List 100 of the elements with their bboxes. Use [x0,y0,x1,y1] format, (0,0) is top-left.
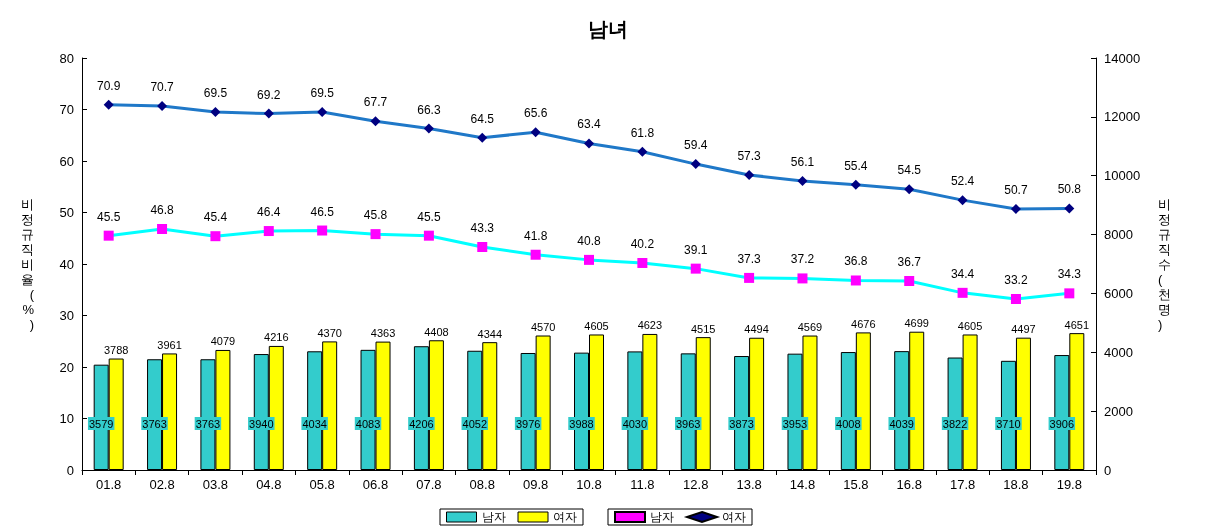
legend-label: 남자 [650,510,674,524]
data-label: 3873 [729,417,754,430]
x-tick-label: 05.8 [309,477,335,492]
legend-label: 남자 [481,510,506,524]
point [423,123,434,134]
data-label: 4408 [424,325,449,338]
text: 비정규직비율(%) [21,196,34,332]
data-label: 33.2 [1004,273,1028,288]
point [904,184,915,195]
data-label: 64.5 [470,111,495,126]
data-label: 4052 [462,417,488,430]
data-label: 4030 [622,417,648,430]
data-label: 41.8 [523,228,548,243]
data-label: 3953 [782,417,808,430]
y2-tick-label: 0 [1104,462,1112,478]
point [157,223,168,234]
data-label: 46.5 [310,204,335,219]
y-tick-label: 20 [59,359,74,375]
data-label: 70.7 [150,79,175,94]
data-label: 69.2 [257,87,281,102]
data-label: 54.5 [897,163,922,178]
x-tick-label: 03.8 [202,477,229,492]
data-label: 4344 [477,327,503,340]
data-label: 3822 [942,417,968,430]
y-tick-label: 60 [59,153,74,169]
data-label: 36.7 [897,254,922,269]
x-tick-label: 12.8 [683,477,709,492]
point [210,231,221,242]
data-label: 40.2 [630,236,655,251]
x-tick-label: 18.8 [1003,477,1029,492]
y2-tick-label: 4000 [1104,344,1133,360]
point [210,107,221,118]
data-label: 3963 [675,417,701,430]
data-label: 46.8 [150,202,175,217]
y-tick-label: 80 [59,50,74,66]
point [957,287,968,298]
data-label: 69.5 [310,86,335,101]
data-label: 63.4 [577,117,601,132]
y2-tick-label: 14000 [1104,50,1141,66]
data-label: 3940 [249,417,274,430]
data-label: 4605 [957,319,983,332]
x-tick-label: 02.8 [149,477,175,492]
point [423,230,434,241]
data-label: 4651 [1064,318,1090,331]
point [690,263,701,274]
data-label: 4206 [409,417,434,430]
point [850,275,861,286]
data-label: 56.1 [790,155,815,170]
point [637,257,648,268]
point [637,146,648,157]
y-tick-label: 30 [59,308,74,323]
data-label: 3710 [996,417,1021,430]
data-label: 59.4 [684,138,708,153]
x-tick-label: 16.8 [896,477,922,492]
data-label: 4083 [355,417,381,430]
point [530,127,541,138]
data-label: 4216 [264,331,289,344]
data-label: 37.3 [737,251,762,266]
point [850,179,861,190]
data-label: 3961 [157,338,182,351]
data-label: 3579 [88,417,114,430]
data-label: 50.8 [1057,182,1082,197]
data-label: 3976 [515,417,541,430]
x-tick-label: 06.8 [362,477,389,492]
y-tick-label: 50 [59,205,74,220]
x-tick-label: 13.8 [736,477,762,492]
data-label: 4515 [690,322,716,335]
data-label: 4494 [744,323,769,336]
x-tick-label: 04.8 [256,477,282,492]
data-label: 65.6 [523,106,548,121]
point [370,116,381,127]
legend-label: 여자 [553,510,577,524]
data-label: 45.4 [203,210,228,225]
data-label: 4079 [210,335,236,348]
point [1010,294,1021,305]
x-tick-label: 15.8 [843,477,869,492]
data-label: 70.9 [97,78,121,93]
point [957,195,968,206]
data-label: 4605 [584,319,609,332]
point [530,249,541,260]
point [904,275,915,286]
data-label: 3763 [195,417,221,430]
data-label: 57.3 [737,148,762,163]
y2-tick-label: 8000 [1104,227,1133,243]
point [263,226,274,237]
data-label: 61.8 [630,125,655,140]
point [263,108,274,119]
point [1010,203,1021,214]
data-label: 37.2 [790,252,815,267]
data-label: 45.8 [363,208,388,223]
data-label: 3788 [103,344,129,357]
x-tick-label: 19.8 [1056,477,1082,492]
data-label: 39.1 [684,242,708,257]
data-label: 4570 [530,321,556,334]
x-tick-label: 08.8 [469,477,495,492]
y-tick-label: 70 [59,102,74,117]
data-label: 45.5 [97,209,121,224]
data-label: 4569 [797,321,823,334]
data-label: 4676 [851,317,876,330]
data-label: 4034 [302,417,327,430]
